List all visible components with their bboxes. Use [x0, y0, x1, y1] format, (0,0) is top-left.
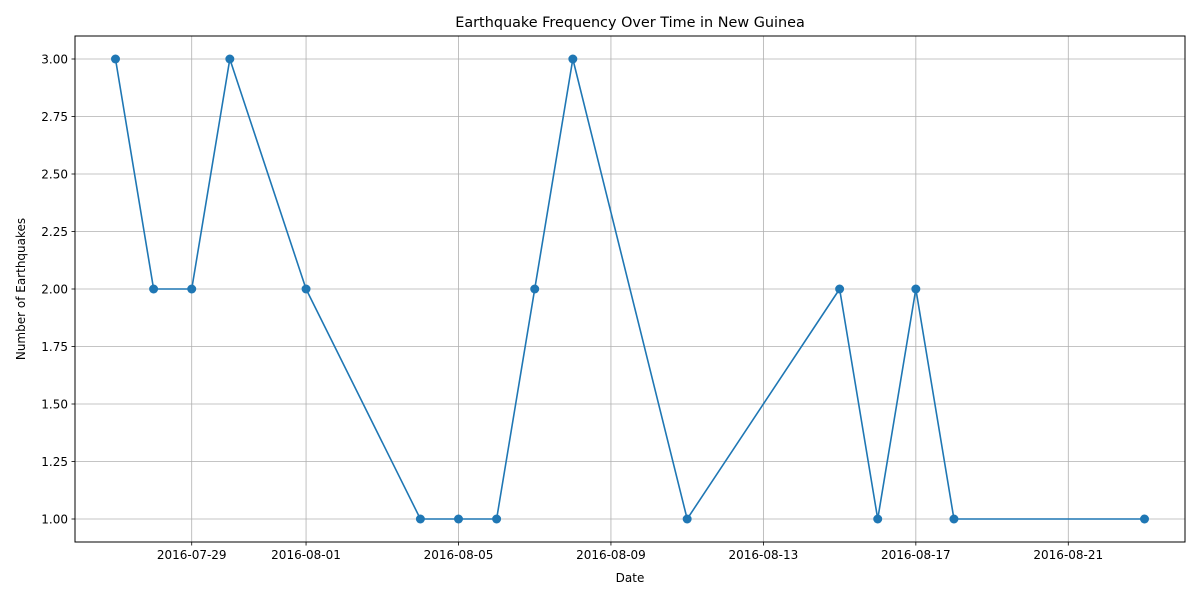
axis-ticks: 2016-07-29 2016-08-01 2016-08-05 2016-08-09… — [41, 52, 1103, 562]
y-tick-label: 2.75 — [41, 110, 68, 124]
data-point — [835, 284, 845, 294]
x-tick-label: 2016-08-13 — [729, 548, 799, 562]
data-point — [530, 284, 540, 294]
x-tick-label: 2016-08-09 — [576, 548, 646, 562]
x-tick-label: 2016-08-21 — [1033, 548, 1103, 562]
x-tick-label: 2016-08-17 — [881, 548, 951, 562]
data-point — [415, 514, 425, 524]
y-tick-label: 2.25 — [41, 225, 68, 239]
y-tick-label: 3.00 — [41, 52, 68, 66]
data-point — [1140, 514, 1150, 524]
y-tick-label: 1.50 — [41, 397, 68, 411]
series-layer — [110, 54, 1150, 524]
series-line — [114, 58, 1145, 520]
data-point — [110, 54, 120, 64]
data-point — [911, 284, 921, 294]
data-point — [301, 284, 311, 294]
x-tick-label: 2016-07-29 — [157, 548, 227, 562]
data-point — [949, 514, 959, 524]
y-tick-label: 2.50 — [41, 167, 68, 181]
data-point — [149, 284, 159, 294]
x-tick-label: 2016-08-05 — [424, 548, 494, 562]
x-tick-label: 2016-08-01 — [271, 548, 341, 562]
data-point — [568, 54, 578, 64]
data-point — [453, 514, 463, 524]
data-point — [187, 284, 197, 294]
y-tick-label: 2.00 — [41, 282, 68, 296]
y-tick-label: 1.25 — [41, 455, 68, 469]
y-tick-label: 1.75 — [41, 340, 68, 354]
chart-title: Earthquake Frequency Over Time in New Gu… — [455, 15, 805, 31]
data-point — [225, 54, 235, 64]
data-point — [492, 514, 502, 524]
x-axis-title: Date — [616, 571, 645, 585]
y-axis-title: Number of Earthquakes — [14, 218, 28, 360]
data-point — [682, 514, 692, 524]
data-point — [873, 514, 883, 524]
y-tick-label: 1.00 — [41, 512, 68, 526]
